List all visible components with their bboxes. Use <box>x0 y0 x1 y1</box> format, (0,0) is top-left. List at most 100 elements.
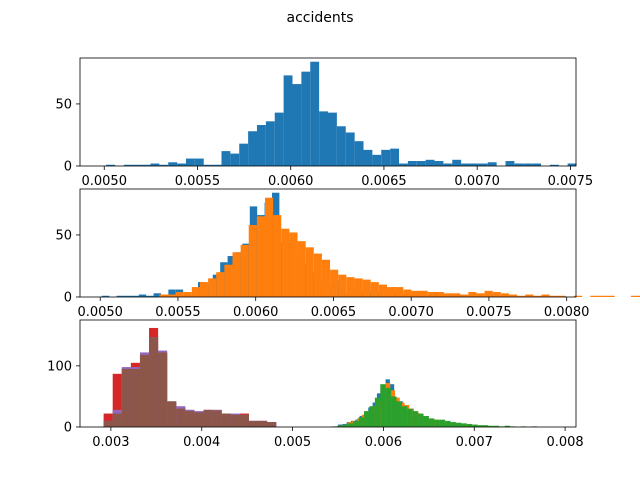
histogram-bar <box>416 161 426 166</box>
histogram-bar <box>374 397 381 427</box>
histogram-bar <box>194 158 204 166</box>
x-tick-label: 0.0050 <box>77 305 123 320</box>
histogram-bar <box>185 411 195 427</box>
histogram-bar <box>450 422 456 427</box>
histogram-bar <box>194 412 204 427</box>
x-tick-label: 0.003 <box>92 435 129 450</box>
x-tick-label: 0.007 <box>456 435 493 450</box>
histogram-bar <box>281 228 290 297</box>
histogram-bar <box>336 126 346 166</box>
histogram-bar <box>239 414 249 427</box>
histogram-bar <box>381 149 391 166</box>
histogram-bar <box>283 75 293 166</box>
histogram-bar <box>362 279 371 297</box>
histogram-bar <box>514 163 524 166</box>
x-tick-label: 0.0070 <box>388 305 434 320</box>
histogram-bar <box>149 337 159 427</box>
histogram-bar <box>297 241 306 297</box>
histogram-bar <box>267 422 277 427</box>
histogram-bar <box>354 141 364 166</box>
histogram-bar <box>221 151 231 166</box>
histogram-bar <box>403 289 412 297</box>
axes-frame <box>79 57 577 167</box>
histogram-bar <box>141 164 151 166</box>
histogram-bar <box>412 411 419 427</box>
histogram-bar <box>482 425 489 427</box>
histogram-bar <box>248 225 257 297</box>
histogram-bar <box>523 163 533 166</box>
histogram-bar <box>216 272 225 297</box>
histogram-bar <box>492 292 501 297</box>
histogram-bar <box>488 425 494 427</box>
histogram-bar <box>439 419 446 427</box>
histogram-bar <box>338 274 347 297</box>
histogram-bar <box>346 277 355 297</box>
histogram-bar <box>139 354 150 427</box>
histogram-bar <box>484 290 493 297</box>
histogram-bar <box>103 413 113 427</box>
y-tick-label: 0 <box>64 291 72 306</box>
histogram-bar <box>345 132 355 166</box>
histogram-bar <box>103 420 113 427</box>
histogram-bar <box>265 121 275 166</box>
histogram-bar <box>395 287 404 297</box>
x-tick-label: 0.0055 <box>175 174 221 189</box>
histogram-bar <box>310 61 320 166</box>
histogram-bar <box>358 417 365 427</box>
histogram-bar <box>508 294 518 297</box>
histogram-bar <box>380 384 386 427</box>
histogram-bar <box>175 292 184 297</box>
histogram-bar <box>256 216 266 297</box>
histogram-bar <box>203 164 213 166</box>
histogram-bar <box>505 161 515 166</box>
histogram-bar <box>425 159 435 166</box>
histogram-bar <box>183 292 192 297</box>
histogram-bar <box>378 284 387 297</box>
histogram-bar <box>301 71 311 166</box>
histogram-bar <box>132 164 142 166</box>
histogram-bar <box>549 164 559 166</box>
histogram-bar <box>445 420 451 427</box>
y-tick-label: 0 <box>64 160 72 175</box>
histogram-bar <box>131 295 139 297</box>
histogram-bar <box>630 295 640 297</box>
subplot-1: 0.0050 0.0055 0.0060 0.0065 0.0070 0.0075 0 50 <box>55 57 594 189</box>
histogram-bar <box>434 419 440 427</box>
histogram-bar <box>221 413 231 427</box>
figure-title: accidents <box>286 10 353 26</box>
histogram-bar <box>289 232 298 297</box>
histogram-bar <box>532 163 542 166</box>
histogram-bar <box>590 295 599 297</box>
histogram-bar <box>337 424 343 427</box>
histogram-bar <box>407 161 417 166</box>
histogram-bar <box>239 143 249 166</box>
histogram-bar <box>321 259 331 297</box>
histogram-bar <box>176 408 186 427</box>
histogram-bar <box>504 425 511 427</box>
x-tick-label: 0.005 <box>274 435 311 450</box>
histogram-bar <box>232 252 241 297</box>
histogram-bar <box>419 290 428 297</box>
histogram-bar <box>168 289 176 297</box>
histogram-bar <box>606 295 615 297</box>
histogram-bar <box>146 295 154 297</box>
histogram-bar <box>199 282 209 297</box>
histogram-bar <box>212 410 222 427</box>
histogram-bar <box>342 424 348 427</box>
histogram-bar <box>476 293 485 297</box>
x-tick-label: 0.0075 <box>548 174 594 189</box>
histogram-bar <box>549 295 558 297</box>
histogram-bar <box>466 423 473 427</box>
x-tick-label: 0.0080 <box>544 305 590 320</box>
x-tick-label: 0.0075 <box>466 305 512 320</box>
histogram-bar <box>517 295 526 297</box>
histogram-bar <box>407 408 413 427</box>
histogram-bar <box>347 423 354 427</box>
histogram-bar <box>369 406 375 427</box>
histogram-bar <box>273 215 282 297</box>
histogram-bar <box>364 411 370 427</box>
x-tick-label: 0.0050 <box>81 174 127 189</box>
histogram-bar <box>159 164 169 166</box>
histogram-bar <box>567 163 577 166</box>
